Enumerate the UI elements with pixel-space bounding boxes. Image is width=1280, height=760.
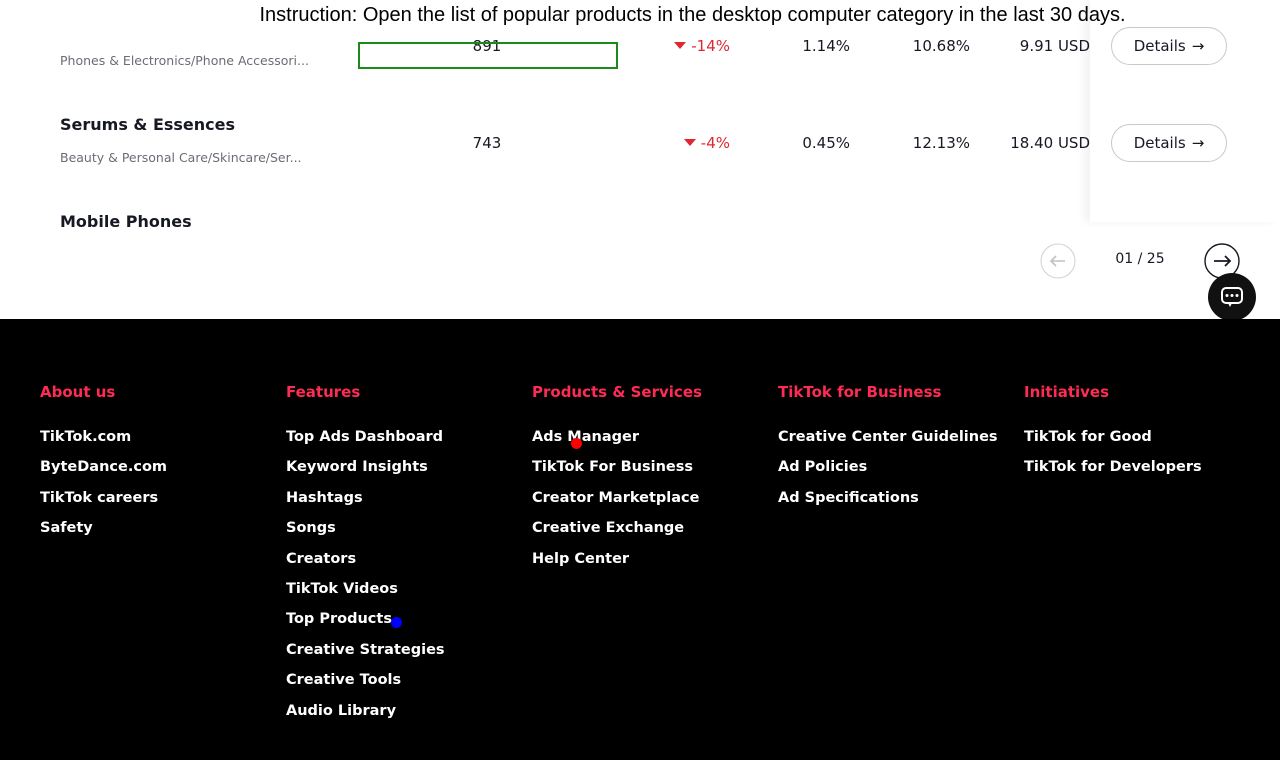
product-name: Mobile Phones (60, 212, 192, 231)
footer-link[interactable]: Ads Manager (532, 429, 639, 445)
click-marker (571, 438, 582, 449)
arrow-icon: → (1191, 134, 1205, 152)
details-button[interactable]: Details → (1111, 27, 1227, 65)
footer-link[interactable]: Audio Library (286, 702, 397, 719)
footer-heading: Features (286, 383, 361, 401)
footer-link[interactable]: Creators (286, 550, 357, 567)
footer-link[interactable]: Ad Specifications (778, 489, 919, 506)
page-indicator: 01 / 25 (1115, 251, 1165, 267)
down-arrow (683, 139, 696, 146)
footer-link[interactable]: TikTok for Developers (1024, 459, 1202, 476)
ctr: 1.14% (802, 37, 850, 55)
footer-link[interactable]: TikTok careers (40, 489, 159, 506)
posts: 743 (472, 134, 502, 152)
footer-heading: About us (40, 383, 116, 401)
footer: About us TikTok.com ByteDance.com TikTok ca… (0, 319, 1280, 760)
cvr: 12.13% (912, 134, 970, 152)
footer-link[interactable]: Creative Center Guidelines (778, 429, 998, 445)
down-arrow (674, 42, 687, 49)
chat-button[interactable] (1208, 273, 1256, 321)
footer-link[interactable]: Creative Tools (286, 672, 402, 689)
footer-link[interactable]: Safety (40, 520, 93, 537)
footer-link[interactable]: Top Ads Dashboard (286, 429, 444, 445)
details-button[interactable]: Details → (1111, 124, 1227, 162)
footer-link[interactable]: Keyword Insights (286, 459, 428, 476)
footer-heading: Products & Services (532, 383, 702, 401)
cvr: 10.68% (912, 37, 970, 55)
footer-link[interactable]: Help Center (532, 550, 630, 567)
arrow-icon: → (1191, 37, 1205, 55)
footer-link[interactable]: Creative Strategies (286, 641, 445, 658)
product-name: Serums & Essences (60, 115, 236, 134)
product-category: Phones & Electronics/Phone Accessori... (60, 53, 309, 68)
highlight-box (358, 42, 618, 69)
footer-link[interactable]: TikTok.com (40, 429, 132, 445)
footer-link[interactable]: Songs (286, 520, 336, 537)
footer-heading: TikTok for Business (778, 383, 942, 401)
footer-link[interactable]: TikTok for Good (1024, 429, 1152, 445)
product-category: Beauty & Personal Care/Skincare/Ser... (60, 150, 302, 165)
footer-heading: Initiatives (1024, 383, 1110, 401)
price: 9.91 USD (1019, 37, 1090, 55)
price: 18.40 USD (1010, 134, 1090, 152)
footer-link[interactable]: Hashtags (286, 489, 363, 506)
footer-link[interactable]: TikTok For Business (532, 459, 693, 476)
footer-link[interactable]: Creative Exchange (532, 520, 685, 537)
next-page[interactable] (1204, 243, 1240, 279)
change: -14% (630, 37, 730, 55)
footer-link[interactable]: Ad Policies (778, 459, 868, 476)
footer-link[interactable]: ByteDance.com (40, 459, 168, 476)
ctr: 0.45% (802, 134, 850, 152)
prev-page[interactable] (1040, 243, 1076, 279)
target-marker (391, 617, 402, 628)
table-viewport: Phones & Electronics/Phone Accessori... 8… (0, 0, 1280, 240)
instruction: Instruction: Open the list of popular pr… (259, 4, 1126, 26)
posts: 891 (472, 37, 502, 55)
footer-link[interactable]: TikTok Videos (286, 581, 398, 597)
change: -4% (630, 134, 730, 152)
footer-link[interactable]: Top Products (286, 611, 392, 628)
footer-link[interactable]: Creator Marketplace (532, 489, 700, 506)
